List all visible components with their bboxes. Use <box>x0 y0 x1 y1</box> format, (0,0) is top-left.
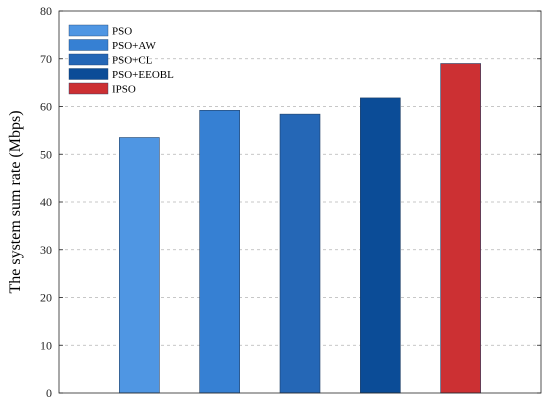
y-tick-label: 40 <box>40 195 52 209</box>
legend-label: PSO+CL <box>112 55 153 67</box>
legend-swatch <box>68 39 109 51</box>
axes <box>58 10 542 394</box>
y-tick-label: 20 <box>40 291 52 305</box>
legend-label: PSO+AW <box>112 40 156 52</box>
legend-label: PSO+EEOBL <box>112 69 174 81</box>
y-tick-label: 80 <box>40 4 52 18</box>
bar-pso-aw <box>199 110 240 394</box>
y-tick-label: 0 <box>46 386 52 400</box>
bars <box>119 63 481 394</box>
legend-swatch <box>68 68 109 80</box>
bar-pso <box>119 137 160 394</box>
bar-pso-cl <box>279 113 321 394</box>
bar-ipso <box>440 63 481 394</box>
y-tick-label: 50 <box>40 147 52 161</box>
legend-label: IPSO <box>112 84 136 96</box>
y-tick-label: 60 <box>40 100 52 114</box>
y-tick-label: 10 <box>40 338 52 352</box>
legend-swatch <box>68 82 109 95</box>
y-tick-labels: 0 10 20 30 40 50 60 70 80 <box>40 4 52 400</box>
y-axis-title: The system sum rate (Mbps) <box>7 110 24 293</box>
legend-label: PSO <box>112 26 132 38</box>
legend-swatch <box>68 53 109 66</box>
legend: PSO PSO+AW PSO+CL PSO+EEOBL IPSO <box>68 24 174 96</box>
legend-swatch <box>68 24 109 37</box>
y-tick-label: 30 <box>40 243 52 257</box>
y-tick-label: 70 <box>40 52 52 66</box>
bar-pso-eeobl <box>360 97 401 394</box>
